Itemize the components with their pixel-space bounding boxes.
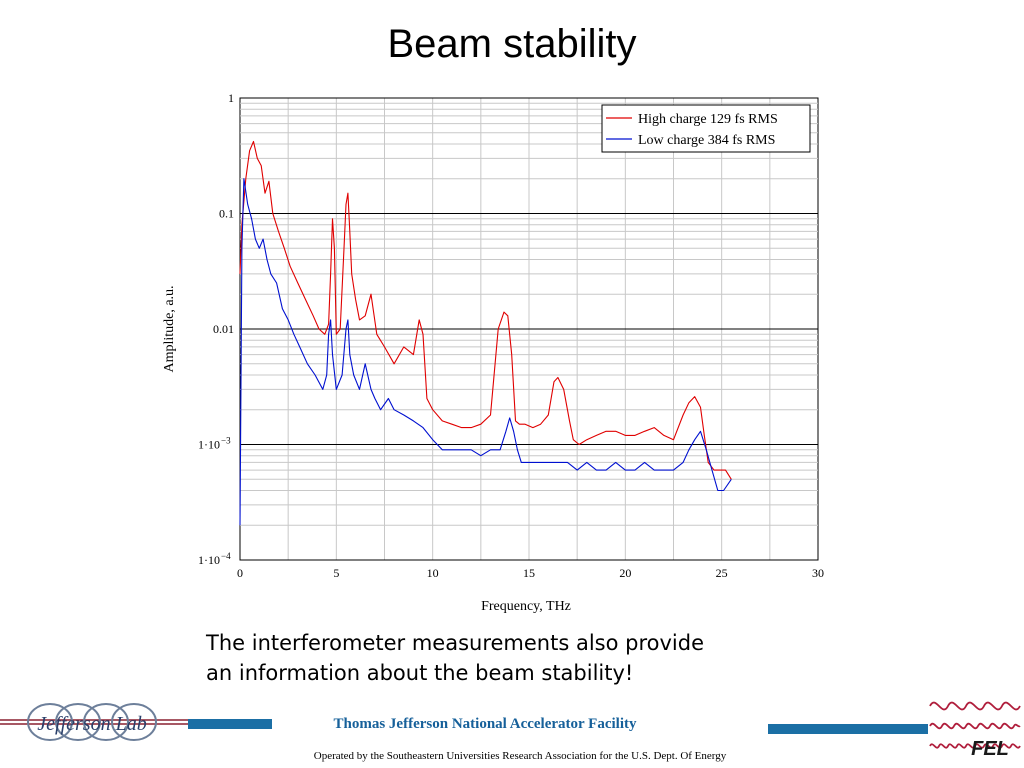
y-tick-label: 1·10 [198, 553, 220, 567]
fel-logo: FEL [929, 701, 1021, 760]
x-tick-label: 25 [716, 566, 728, 580]
x-tick-label: 30 [812, 566, 824, 580]
y-tick-exponent: −4 [221, 551, 231, 561]
y-tick-label: 0.1 [219, 207, 234, 221]
x-tick-label: 0 [237, 566, 243, 580]
legend-label-high-charge: High charge 129 fs RMS [638, 112, 778, 127]
series-line-0 [239, 140, 732, 480]
footer-organization: Thomas Jefferson National Accelerator Fa… [333, 716, 637, 732]
y-tick-label: 0.01 [213, 322, 234, 336]
x-tick-label: 15 [523, 566, 535, 580]
caption-line-2: an information about the beam stability! [206, 661, 634, 685]
series-layer [239, 140, 732, 526]
y-axis-label: Amplitude, a.u. [162, 285, 177, 372]
x-tick-label: 10 [427, 566, 439, 580]
caption: The interferometer measurements also pro… [206, 628, 826, 688]
series-line-1 [239, 178, 732, 526]
x-tick-label: 5 [333, 566, 339, 580]
footer-bar-right [768, 724, 928, 734]
legend: High charge 129 fs RMS Low charge 384 fs… [601, 104, 811, 153]
fel-wordmark: FEL [971, 738, 1009, 760]
x-tick-label: 20 [619, 566, 631, 580]
legend-box [601, 104, 811, 153]
slide-title: Beam stability [387, 22, 637, 66]
x-axis-label: Frequency, THz [481, 599, 571, 614]
jefferson-lab-logo: Jefferson Lab [0, 703, 188, 741]
y-tick-exponent: −3 [221, 436, 231, 446]
caption-line-1: The interferometer measurements also pro… [206, 631, 704, 655]
y-tick-label: 1 [228, 91, 234, 105]
y-tick-label: 1·10 [198, 438, 220, 452]
legend-label-low-charge: Low charge 384 fs RMS [638, 133, 775, 148]
footer-operated-by: Operated by the Southeastern Universitie… [313, 750, 727, 762]
jefferson-lab-wordmark: Jefferson Lab [37, 713, 146, 735]
footer-bar-left [188, 719, 272, 729]
